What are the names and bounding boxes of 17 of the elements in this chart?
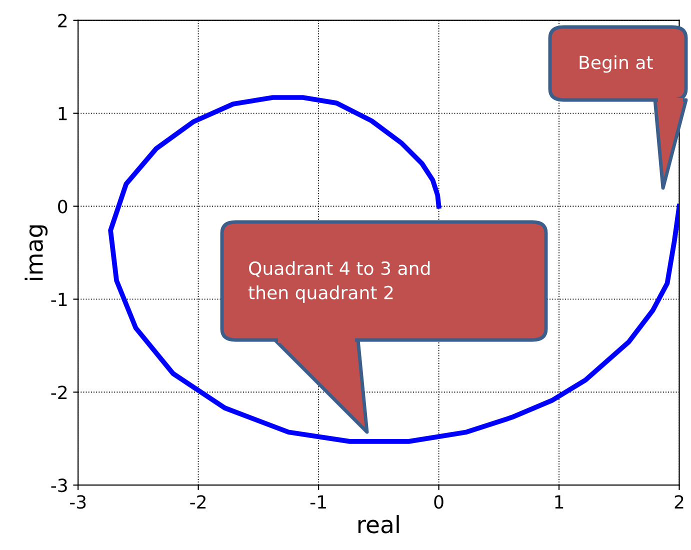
- x-tick-label: 0: [434, 495, 444, 509]
- y-tick-label: 0: [58, 200, 68, 214]
- y-axis-title: imag: [24, 225, 48, 280]
- x-tick-label: 1: [555, 495, 564, 509]
- x-axis-title: real: [358, 515, 399, 534]
- y-tick-label: 2: [58, 14, 67, 28]
- line-series: [108, 95, 680, 444]
- y-tick-label: -2: [51, 386, 67, 400]
- x-tick-label: -2: [190, 495, 206, 509]
- x-tick-label: 2: [674, 495, 684, 509]
- y-tick-label: -3: [51, 478, 67, 492]
- y-tick-label: 1: [58, 106, 67, 120]
- annotation: Begin at: [580, 55, 653, 73]
- y-tick-label: -1: [51, 292, 67, 306]
- annotation: Quadrant 4 to 3 and then quadrant 2: [248, 261, 430, 303]
- x-tick-label: -1: [310, 495, 326, 509]
- x-tick-label: -3: [70, 495, 86, 509]
